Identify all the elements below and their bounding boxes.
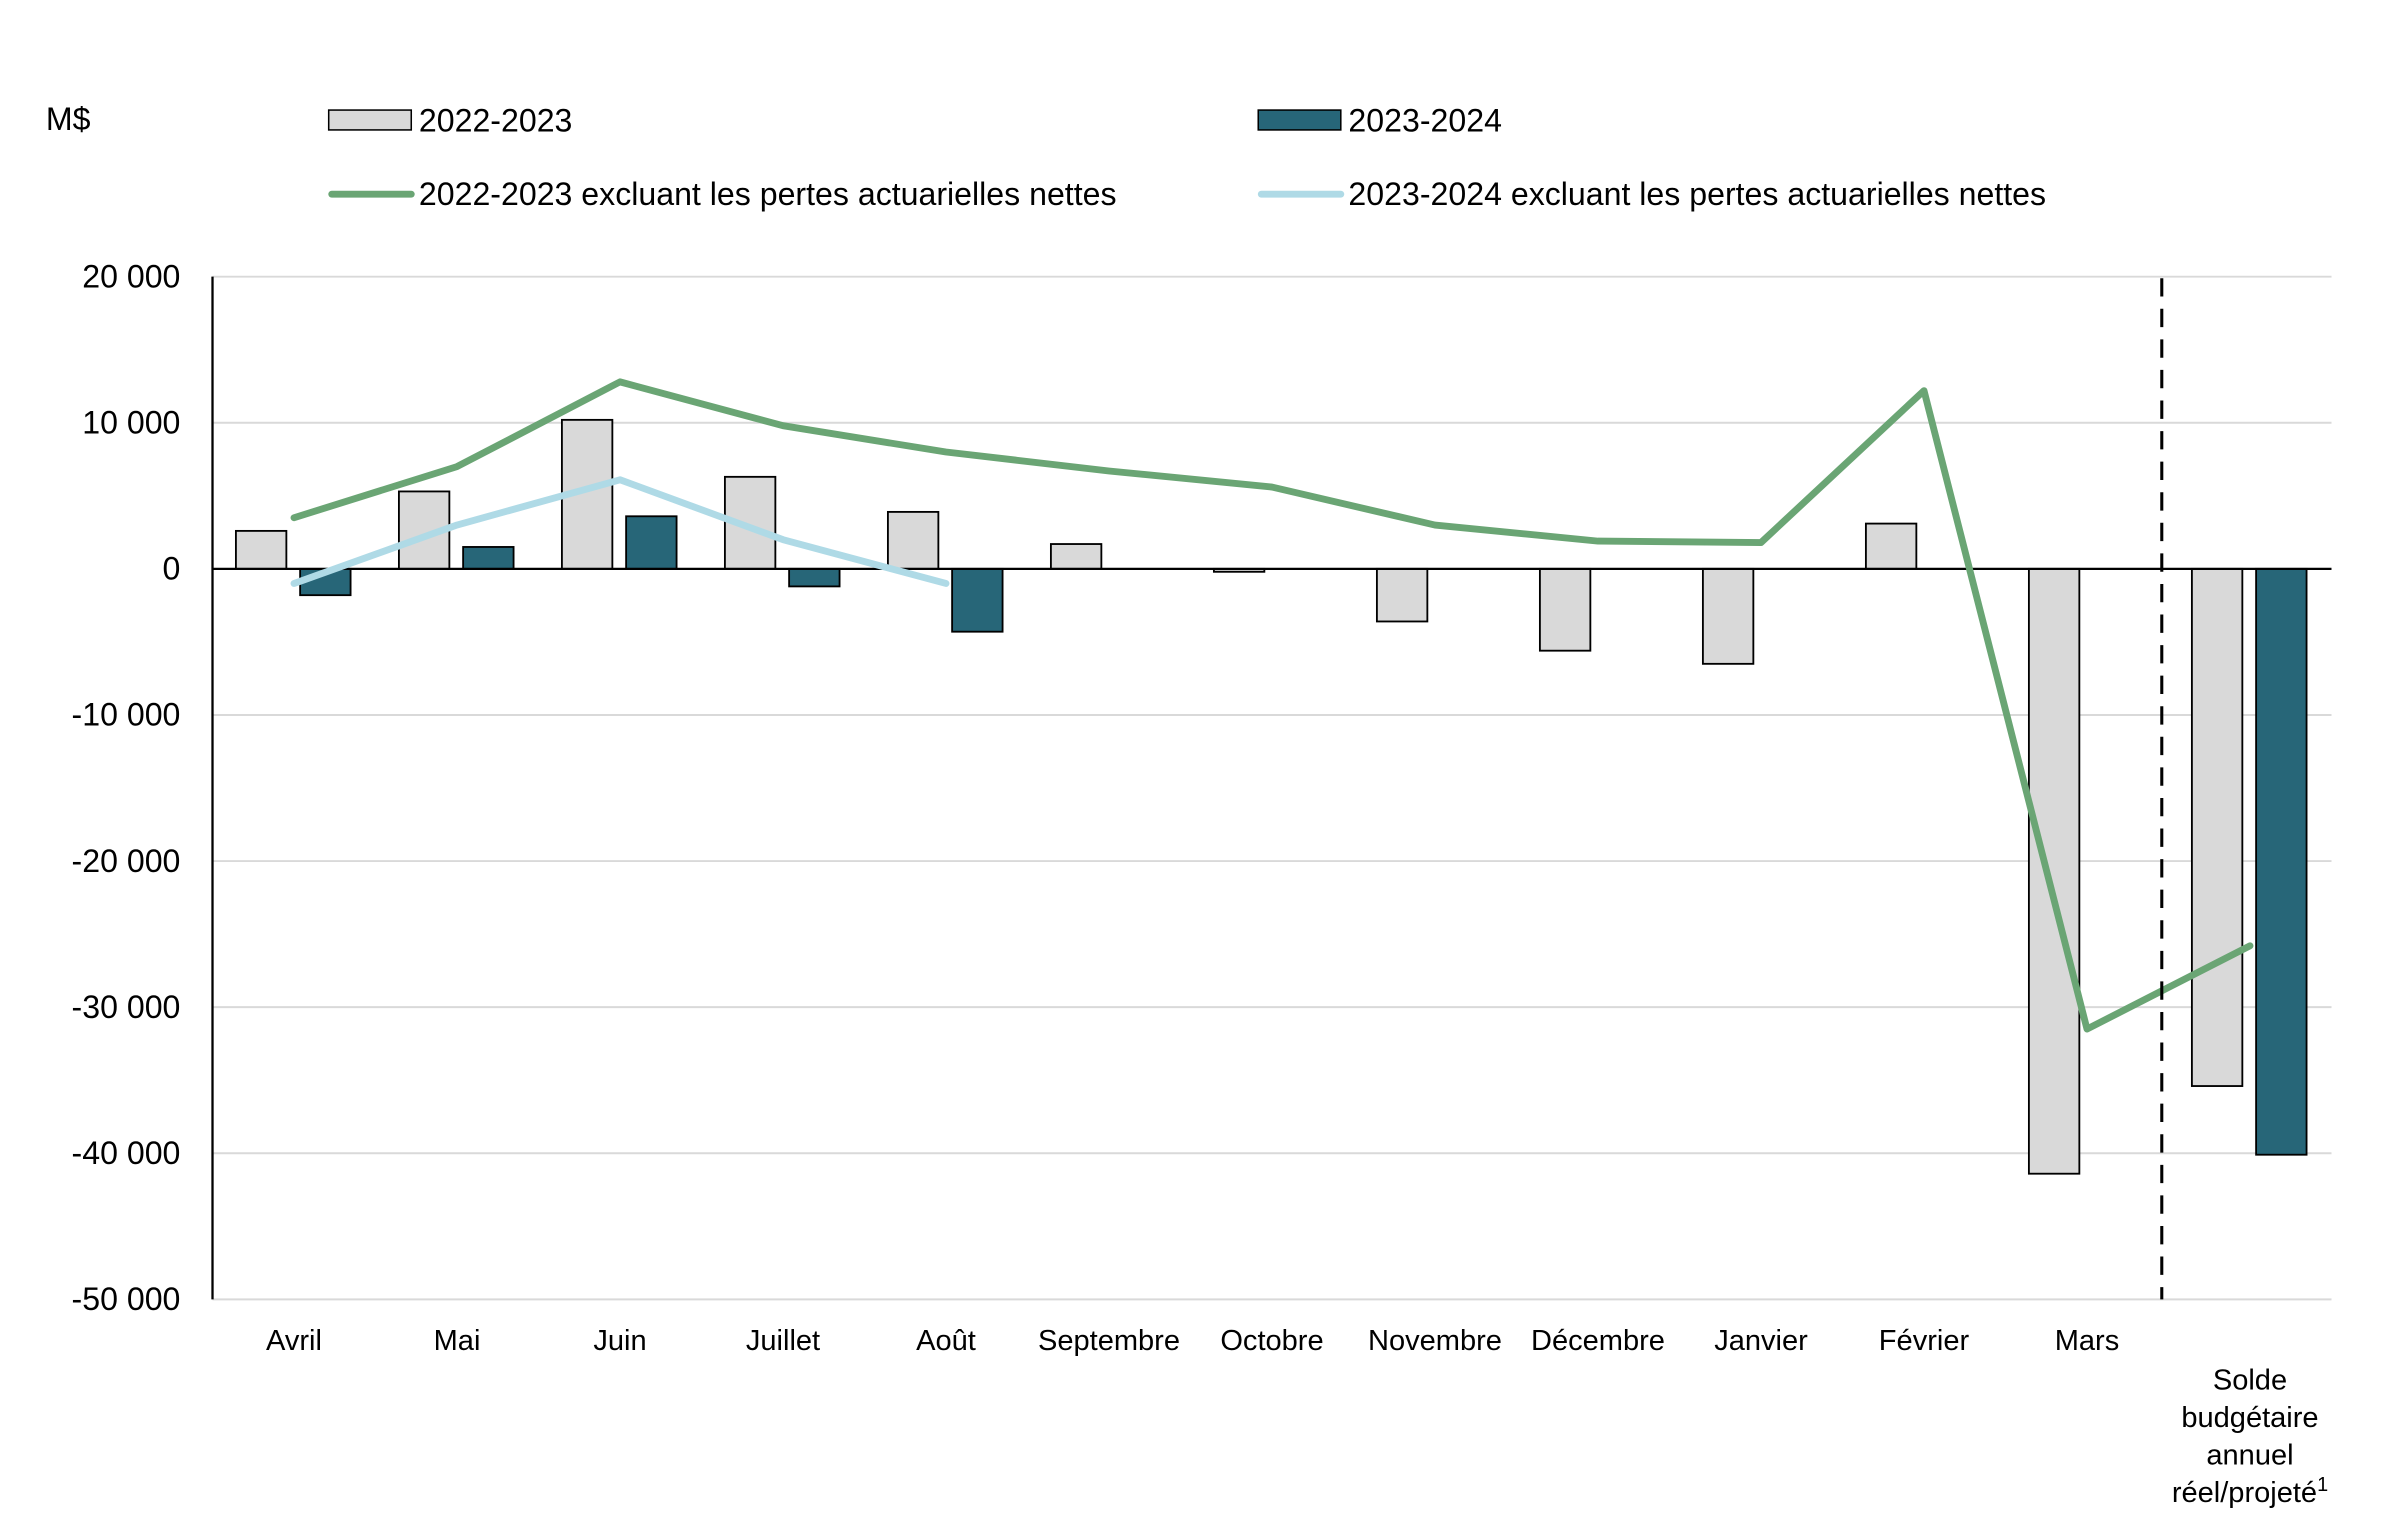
y-tick-label: -40 000 (72, 1135, 181, 1171)
x-category-label: Juin (593, 1325, 646, 1357)
x-category-label-line: budgétaire (2181, 1402, 2318, 1434)
legend-swatch-2022-2023 (327, 109, 413, 131)
x-category-label: Décembre (1531, 1325, 1665, 1357)
bar-2023-2024-1 (462, 546, 515, 570)
bar-2022-2023-12 (2190, 567, 2244, 1087)
x-category-label: Septembre (1038, 1325, 1180, 1357)
bar-2022-2023-4 (886, 510, 940, 570)
y-tick-label: 10 000 (82, 404, 180, 440)
legend-swatch-2023-2024 (1257, 109, 1342, 131)
x-category-label-line: Solde (2213, 1365, 2287, 1397)
x-category-label: Mars (2055, 1325, 2120, 1357)
y-tick-label: 20 000 (82, 258, 180, 294)
bar-2023-2024-12 (2255, 567, 2308, 1156)
y-axis-unit-label: M$ (46, 101, 91, 137)
bar-2023-2024-4 (951, 567, 1004, 633)
bar-2022-2023-10 (1864, 522, 1918, 570)
bar-2023-2024-3 (788, 567, 841, 588)
bar-2022-2023-8 (1538, 567, 1592, 652)
bar-2022-2023-7 (1375, 567, 1429, 623)
x-category-label: Avril (266, 1325, 322, 1357)
bar-2023-2024-0 (299, 567, 352, 597)
bar-2022-2023-0 (234, 529, 288, 570)
x-category-label: Février (1879, 1325, 1970, 1357)
legend-label-2023-2024-excl: 2023-2024 excluant les pertes actuariell… (1348, 176, 2046, 212)
footnote-marker: 1 (2317, 1474, 2328, 1496)
bar-2023-2024-2 (625, 515, 678, 570)
x-category-label: Juillet (746, 1325, 820, 1357)
x-category-label-line: annuel (2206, 1439, 2293, 1471)
legend-label-2023-2024: 2023-2024 (1348, 102, 1501, 138)
y-tick-label: -20 000 (72, 843, 181, 879)
legend-label-2022-2023: 2022-2023 (419, 102, 572, 138)
x-category-label: Mai (434, 1325, 481, 1357)
bar-2022-2023-11 (2027, 567, 2081, 1175)
x-category-label: Novembre (1368, 1325, 1502, 1357)
y-tick-label: -10 000 (72, 697, 181, 733)
bar-2022-2023-5 (1049, 543, 1103, 570)
y-tick-label: -30 000 (72, 989, 181, 1025)
x-category-label: Août (916, 1325, 976, 1357)
legend-label-2022-2023-excl: 2022-2023 excluant les pertes actuariell… (419, 176, 1117, 212)
y-tick-label: -50 000 (72, 1281, 181, 1317)
legend: 2022-2023 2023-2024 2022-2023 excluant l… (327, 102, 2046, 212)
x-category-label: Octobre (1220, 1325, 1323, 1357)
x-category-label-line: réel/projeté1 (2172, 1474, 2328, 1509)
x-category-label: Janvier (1714, 1325, 1808, 1357)
y-tick-label: 0 (163, 551, 181, 587)
bar-2022-2023-9 (1701, 567, 1755, 665)
